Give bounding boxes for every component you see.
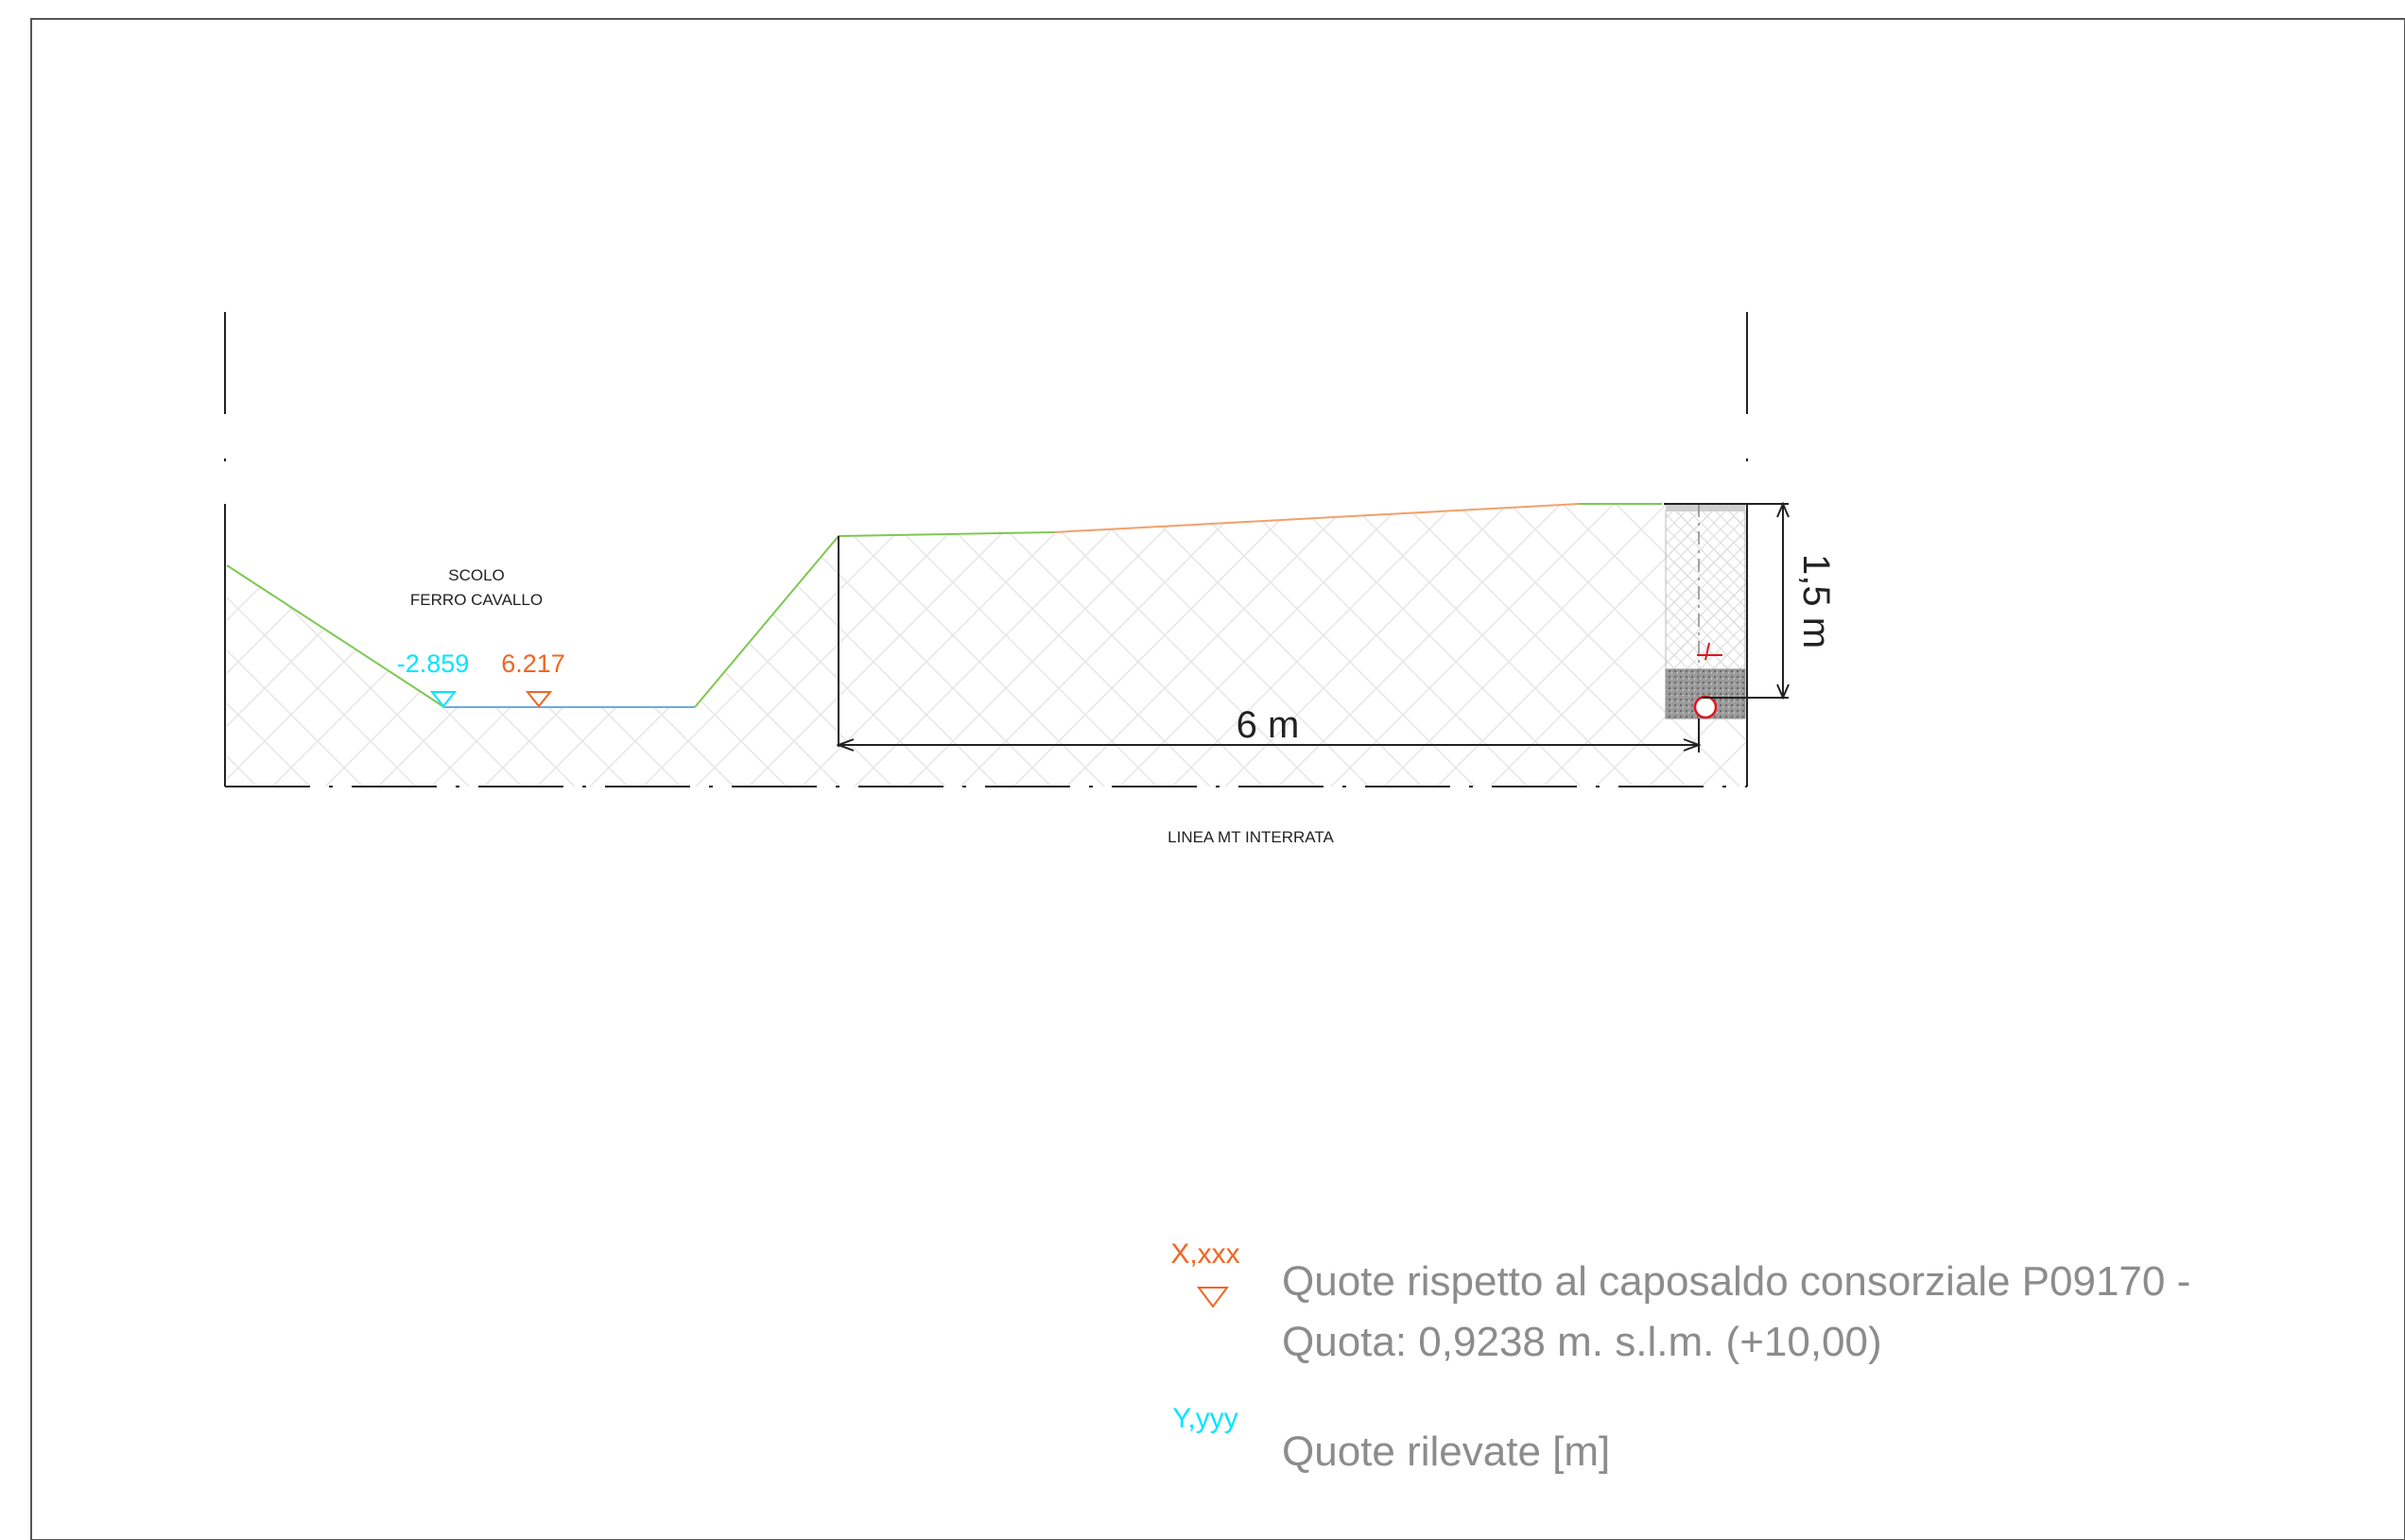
trench-sand [1665,510,1746,670]
soil-hatch [227,504,1747,787]
channel-profile [226,564,445,708]
width-dimension-label: 6 m [1237,704,1300,746]
channel-label-line2: FERRO CAVALLO [410,591,543,609]
section-frame [224,312,1748,787]
legend-cyan-description: Quote rilevate [m] [1282,1428,1610,1475]
legend-orange-marker [1197,1287,1229,1308]
elevation-absolute-label: 6.217 [501,649,565,678]
section-caption: LINEA MT INTERRATA [1168,828,1334,846]
field-profile [1053,503,1580,533]
elevation-relative-marker [429,691,458,708]
depth-dimension-label: 1,5 m [1795,554,1837,649]
depth-dimension [1664,501,1790,701]
sheet-border [30,18,2405,1540]
elevation-relative-label: -2.859 [397,649,470,678]
legend-orange-symbol-text: X,xxx [1170,1238,1239,1270]
legend-orange-description-line1: Quote rispetto al caposaldo consorziale … [1282,1258,2190,1305]
elevation-absolute-marker [525,691,553,708]
legend-orange-description-line2: Quota: 0,9238 m. s.l.m. (+10,00) [1282,1319,1882,1365]
legend-cyan-symbol-text: Y,yyy [1172,1403,1237,1434]
trench-top-band [1666,504,1745,511]
width-dimension [836,718,1702,753]
cable-conduit [1693,695,1718,719]
trench-marker-tick [1704,642,1710,661]
channel-label-line1: SCOLO [448,566,505,584]
